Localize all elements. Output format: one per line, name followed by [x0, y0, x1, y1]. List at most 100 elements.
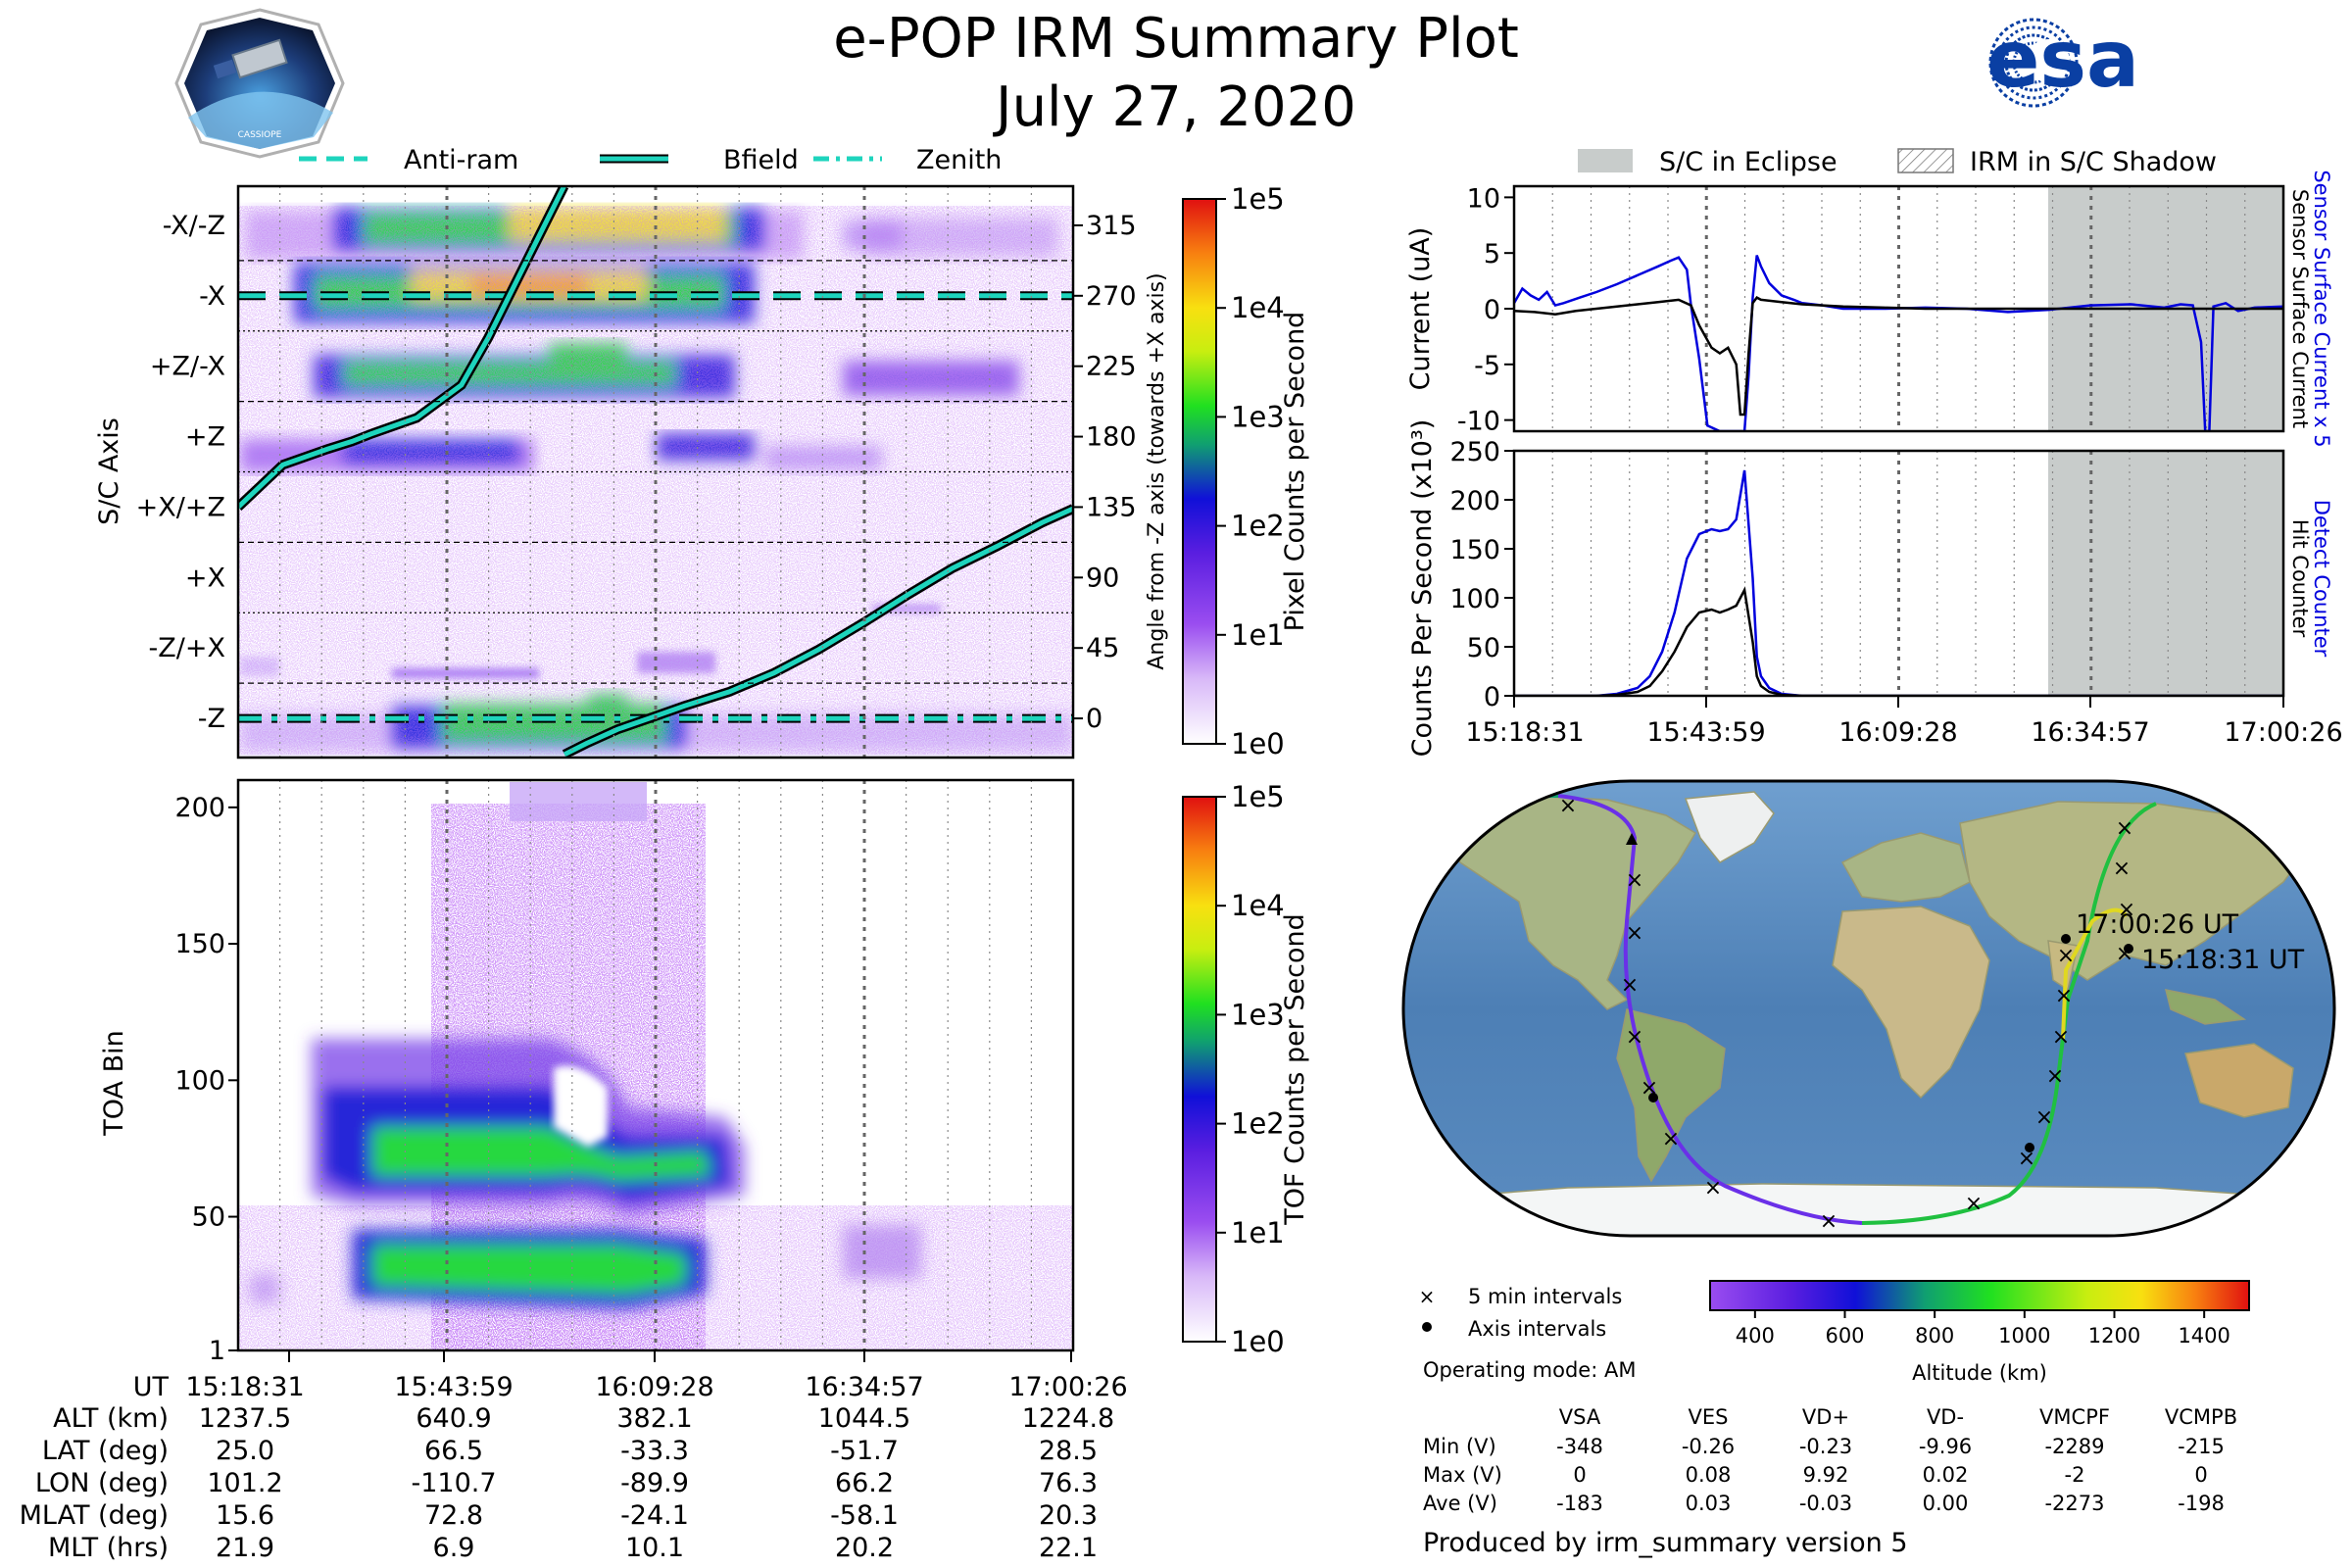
voltage-column-header: VD- — [1927, 1405, 1964, 1429]
stats-value: 66.5 — [424, 1436, 483, 1466]
operating-mode: Operating mode: AM — [1423, 1358, 1636, 1382]
y-tick-label: 0 — [1484, 682, 1500, 712]
stats-rows: ALT (km) 1237.5 640.9 382.1 1044.5 1224.8 LAT … — [20, 1403, 1115, 1563]
map-frame — [1401, 779, 2336, 1238]
stats-ut-label: UT — [133, 1372, 170, 1402]
x-marker-icon: × — [1626, 1025, 1643, 1050]
toa-ylabel: TOA Bin — [99, 1030, 129, 1136]
stats-row-label: MLAT (deg) — [20, 1500, 169, 1531]
voltage-column-header: VSA — [1559, 1405, 1601, 1429]
sc-axis-category-label: -X — [199, 281, 225, 312]
stats-value: 10.1 — [625, 1533, 684, 1563]
stats-row-label: LON (deg) — [35, 1468, 169, 1498]
sc-axis-category-label: -X/-Z — [163, 211, 225, 241]
stats-value: 20.3 — [1039, 1500, 1098, 1531]
stats-value: -58.1 — [830, 1500, 899, 1531]
voltage-value: -0.03 — [1799, 1492, 1852, 1515]
x-marker-icon: × — [2035, 1105, 2053, 1130]
x-marker-icon: × — [1419, 1285, 1436, 1308]
toa-tick-label: 50 — [192, 1202, 225, 1233]
y-tick-label: 0 — [1484, 295, 1500, 325]
figure-date: July 27, 2020 — [993, 75, 1356, 139]
orbit-5min-markers: ×××××××××××××××× ×××× — [1559, 794, 2135, 1234]
axis-interval-dot — [2124, 944, 2133, 954]
counts-time-label: 15:18:31 — [1465, 717, 1584, 748]
colorbar-tick-label: 1e5 — [1231, 182, 1285, 216]
voltage-value: 9.92 — [1803, 1463, 1849, 1487]
y-tick-label: 250 — [1449, 437, 1500, 467]
stats-value: 72.8 — [424, 1500, 483, 1531]
voltage-value: -183 — [1556, 1492, 1603, 1515]
orbit-track-purple — [1557, 794, 1863, 1225]
altitude-colorbar: 400 600 800 1000 1200 1400 Altitude (km) — [1709, 1280, 2250, 1385]
voltage-value: -2289 — [2044, 1435, 2104, 1458]
cassiope-logo: CASSIOPE — [174, 8, 345, 159]
counts-time-gridlines — [1551, 451, 2246, 696]
x-marker-icon: × — [1820, 1209, 1838, 1234]
map-legend: × 5 min intervals Axis intervals Operati… — [1419, 1285, 1637, 1382]
x-marker-icon: × — [2116, 816, 2133, 841]
orbit-start-marker — [1626, 833, 1638, 845]
stats-value: 382.1 — [616, 1403, 692, 1434]
altitude-tick-label: 600 — [1825, 1324, 1864, 1348]
colorbar-tick-label: 1e2 — [1231, 510, 1285, 543]
toa-left-ticks: 200 150 100 50 1 — [174, 793, 238, 1366]
stats-ut-value: 15:18:31 — [185, 1372, 304, 1402]
current-right-label-blue: Sensor Surface Current x 5 — [2310, 170, 2333, 447]
x-marker-icon: × — [1626, 921, 1643, 946]
voltage-column-header: VCMPB — [2165, 1405, 2237, 1429]
y-tick-label: 5 — [1484, 239, 1500, 270]
stats-row-label: LAT (deg) — [42, 1436, 169, 1466]
tof-colorbar: 1e5 1e4 1e3 1e2 1e1 1e0 TOF Counts per Second — [1182, 780, 1310, 1358]
stats-value: 20.2 — [835, 1533, 894, 1563]
sc-axis-time-gridlines — [279, 186, 1033, 758]
header: e-POP IRM Summary Plot July 27, 2020 — [833, 7, 1519, 139]
altitude-label: Altitude (km) — [1912, 1361, 2047, 1385]
stats-ut-value: 16:09:28 — [595, 1372, 713, 1402]
angle-tick-label: 0 — [1086, 704, 1102, 734]
toa-tick-label: 100 — [174, 1065, 225, 1096]
y-tick-label: 100 — [1449, 584, 1500, 614]
stats-value: -33.3 — [620, 1436, 689, 1466]
stats-ut-value: 17:00:26 — [1008, 1372, 1127, 1402]
y-tick-label: -10 — [1457, 407, 1500, 437]
y-tick-label: 50 — [1467, 633, 1500, 663]
voltage-value: -9.96 — [1919, 1435, 1972, 1458]
y-tick-label: 150 — [1449, 535, 1500, 565]
pixel-colorbar-ticks: 1e5 1e4 1e3 1e2 1e1 1e0 — [1216, 182, 1285, 760]
angle-tick-label: 45 — [1086, 633, 1119, 663]
voltage-value: 0.03 — [1686, 1492, 1732, 1515]
x-marker-icon: × — [2057, 944, 2075, 968]
toa-tick-label: 200 — [174, 793, 225, 823]
legend-shadow: IRM in S/C Shadow — [1970, 147, 2217, 177]
colorbar-tick-label: 1e4 — [1231, 291, 1285, 324]
colorbar-tick-label: 1e1 — [1231, 618, 1285, 652]
voltage-value: -215 — [2178, 1435, 2225, 1458]
legend-anti-ram: Anti-ram — [404, 145, 518, 175]
voltage-value: -348 — [1556, 1435, 1603, 1458]
counts-ylabel: Counts Per Second (x10³) — [1407, 419, 1438, 758]
altitude-colorbar-ticks: 400 600 800 1000 1200 1400 — [1736, 1310, 2230, 1348]
stats-value: 25.0 — [216, 1436, 274, 1466]
voltage-value: -2273 — [2044, 1492, 2104, 1515]
x-marker-icon: × — [1559, 794, 1577, 818]
colorbar-tick-label: 1e2 — [1231, 1107, 1285, 1141]
cassiope-logo-text: CASSIOPE — [238, 130, 282, 140]
stats-value: 1044.5 — [818, 1403, 910, 1434]
sc-axis-category-label: +X — [185, 563, 225, 593]
pixel-colorbar: 1e5 1e4 1e3 1e2 1e1 1e0 Pixel Counts per Seco… — [1182, 182, 1310, 760]
stats-value: 1237.5 — [199, 1403, 291, 1434]
legend-eclipse: S/C in Eclipse — [1659, 147, 1838, 177]
detect-counter-line — [1514, 469, 2283, 696]
stats-ut-row: 15:18:31 15:43:59 16:09:28 16:34:57 17:00:26 — [185, 1372, 1127, 1402]
x-marker-icon: × — [2055, 984, 2073, 1008]
satellite-icon — [231, 38, 288, 79]
map-start-label: 15:18:31 UT — [2141, 945, 2305, 975]
counts-panel: 250 200 150 100 50 0 15:18:31 15:43:59 16:09:28… — [1407, 419, 2343, 758]
sc-axis-category-label: +Z — [185, 422, 225, 453]
current-panel: 10 5 0 -5 -10 Current (uA) Sensor Surface Cu… — [1405, 170, 2333, 447]
eclipse-region-counts — [2048, 451, 2283, 696]
tof-colorbar-label: TOF Counts per Second — [1280, 913, 1310, 1226]
bfield-line — [238, 186, 566, 510]
x-marker-icon: × — [1621, 973, 1639, 998]
